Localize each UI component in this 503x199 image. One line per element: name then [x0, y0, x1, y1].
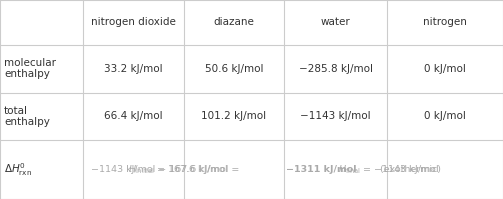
Text: nitrogen dioxide: nitrogen dioxide — [91, 17, 176, 27]
Text: molecular
enthalpy: molecular enthalpy — [4, 58, 56, 79]
Text: 50.6 kJ/mol: 50.6 kJ/mol — [205, 64, 263, 74]
Text: 66.4 kJ/mol: 66.4 kJ/mol — [104, 111, 162, 121]
Text: total
enthalpy: total enthalpy — [4, 106, 50, 127]
Text: diazane: diazane — [213, 17, 255, 27]
Text: 33.2 kJ/mol: 33.2 kJ/mol — [104, 64, 162, 74]
Text: $\Delta H^0_{\rm rxn}$: $\Delta H^0_{\rm rxn}$ — [4, 161, 32, 178]
Text: nitrogen: nitrogen — [423, 17, 467, 27]
Text: $H_{\rm initial}$ = 167.6 kJ/mol: $H_{\rm initial}$ = 167.6 kJ/mol — [128, 163, 229, 176]
Text: −1143 kJ/mol: −1143 kJ/mol — [300, 111, 371, 121]
Text: 101.2 kJ/mol: 101.2 kJ/mol — [201, 111, 267, 121]
Text: −1143 kJ/mol − 167.6 kJ/mol =: −1143 kJ/mol − 167.6 kJ/mol = — [91, 165, 242, 174]
Text: (exothermic): (exothermic) — [377, 165, 441, 174]
Text: water: water — [321, 17, 351, 27]
Text: $H_{\rm final}$ = −1143 kJ/mol: $H_{\rm final}$ = −1143 kJ/mol — [338, 163, 439, 176]
Text: 0 kJ/mol: 0 kJ/mol — [424, 111, 466, 121]
Text: 0 kJ/mol: 0 kJ/mol — [424, 64, 466, 74]
Text: −1311 kJ/mol: −1311 kJ/mol — [286, 165, 356, 174]
Text: −285.8 kJ/mol: −285.8 kJ/mol — [299, 64, 373, 74]
